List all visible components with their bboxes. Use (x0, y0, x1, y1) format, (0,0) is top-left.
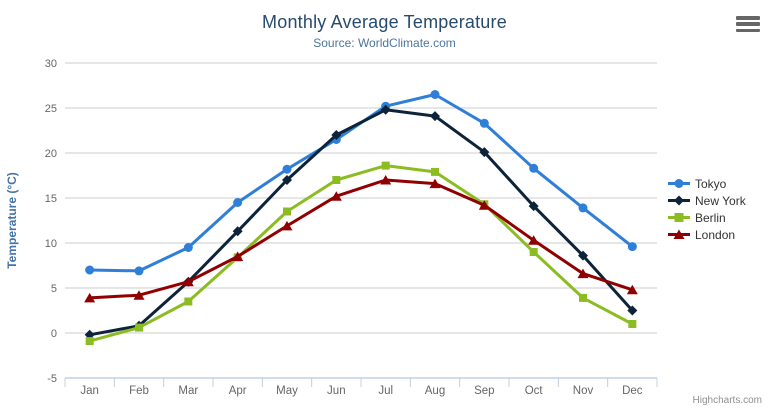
series-marker-tokyo[interactable] (529, 163, 539, 173)
x-axis-label: Oct (525, 385, 544, 397)
x-axis-label: Dec (622, 385, 643, 397)
legend-item-london[interactable]: London (668, 227, 746, 242)
x-axis-label: May (276, 385, 298, 397)
series-marker-new-york[interactable] (479, 147, 490, 158)
series-marker-berlin[interactable] (628, 320, 637, 328)
x-axis-label: Mar (178, 385, 198, 397)
legend-item-label: London (695, 227, 736, 242)
y-axis-label: 30 (45, 58, 57, 70)
series-marker-berlin[interactable] (85, 337, 94, 346)
series-marker-london[interactable] (281, 220, 293, 231)
hamburger-icon (736, 16, 760, 20)
x-axis-label: Jan (80, 385, 99, 397)
series-marker-new-york[interactable] (627, 305, 638, 316)
series-marker-berlin[interactable] (381, 161, 390, 170)
series-marker-new-york[interactable] (380, 104, 391, 115)
x-axis-label: Jun (327, 385, 346, 397)
y-axis-label: 10 (45, 238, 57, 250)
series-line-london[interactable] (88, 178, 634, 300)
legend-item-berlin[interactable]: Berlin (668, 210, 746, 225)
chart-title: Monthly Average Temperature (262, 12, 507, 32)
series-marker-tokyo[interactable] (430, 90, 440, 99)
export-menu-button[interactable] (735, 14, 761, 34)
series-marker-berlin[interactable] (529, 248, 538, 256)
series-marker-london[interactable] (232, 251, 244, 262)
series-marker-london[interactable] (478, 200, 490, 210)
series-marker-berlin[interactable] (332, 176, 341, 184)
y-axis-label: -5 (47, 373, 57, 385)
series-marker-london[interactable] (577, 268, 589, 279)
legend-item-label: New York (695, 193, 746, 208)
circle-marker-icon (668, 179, 690, 188)
series-marker-new-york[interactable] (578, 250, 588, 261)
square-marker-icon (668, 213, 690, 222)
x-axis-label: Feb (129, 385, 149, 397)
y-axis-label: 15 (45, 193, 57, 205)
series-marker-london[interactable] (133, 290, 145, 300)
series-marker-tokyo[interactable] (282, 164, 292, 174)
y-axis-title: Temperature (°C) (5, 172, 19, 269)
series-marker-tokyo[interactable] (479, 118, 489, 128)
series-marker-new-york[interactable] (282, 175, 292, 185)
diamond-marker-icon (668, 195, 690, 206)
series-marker-berlin[interactable] (135, 323, 143, 332)
x-axis-label: Nov (573, 385, 594, 397)
series-marker-london[interactable] (528, 235, 540, 245)
series-marker-tokyo[interactable] (183, 243, 193, 252)
series-line-berlin[interactable] (88, 164, 634, 343)
legend: Tokyo New York Berlin London (668, 176, 746, 242)
series-marker-new-york[interactable] (528, 201, 539, 212)
legend-item-new-york[interactable]: New York (668, 193, 746, 208)
series-marker-london[interactable] (182, 276, 194, 287)
series-marker-tokyo[interactable] (85, 265, 95, 275)
series-marker-berlin[interactable] (431, 167, 439, 176)
legend-item-tokyo[interactable]: Tokyo (668, 176, 746, 191)
chart-subtitle: Source: WorldClimate.com (313, 36, 456, 50)
y-axis-label: 0 (51, 328, 57, 340)
series-line-new-york[interactable] (88, 108, 634, 337)
series-marker-tokyo[interactable] (627, 242, 637, 252)
hamburger-icon (736, 28, 760, 32)
series-marker-new-york[interactable] (331, 130, 342, 140)
hamburger-icon (736, 22, 760, 26)
y-axis-label: 25 (45, 103, 57, 115)
series-marker-new-york[interactable] (232, 226, 243, 237)
y-axis-label: 20 (45, 148, 57, 160)
triangle-marker-icon (668, 229, 690, 239)
series-marker-berlin[interactable] (283, 207, 291, 216)
legend-item-label: Berlin (695, 210, 726, 225)
series-marker-berlin[interactable] (184, 297, 193, 306)
series-marker-tokyo[interactable] (578, 203, 588, 213)
series-marker-tokyo[interactable] (233, 198, 243, 207)
series-marker-london[interactable] (626, 284, 638, 295)
x-axis-label: Aug (425, 385, 445, 397)
credits-link[interactable]: Highcharts.com (692, 395, 762, 406)
series-marker-london[interactable] (380, 175, 392, 185)
legend-item-label: Tokyo (695, 176, 727, 191)
series-marker-london[interactable] (84, 292, 96, 303)
x-axis-label: Apr (229, 385, 247, 397)
x-axis-label: Sep (474, 385, 494, 397)
series-marker-berlin[interactable] (579, 293, 587, 302)
series-marker-london[interactable] (429, 178, 441, 189)
series-marker-new-york[interactable] (430, 111, 440, 122)
y-axis-label: 5 (51, 283, 57, 295)
x-axis-label: Jul (378, 385, 393, 397)
series-marker-london[interactable] (330, 191, 342, 201)
series-marker-tokyo[interactable] (134, 266, 144, 276)
